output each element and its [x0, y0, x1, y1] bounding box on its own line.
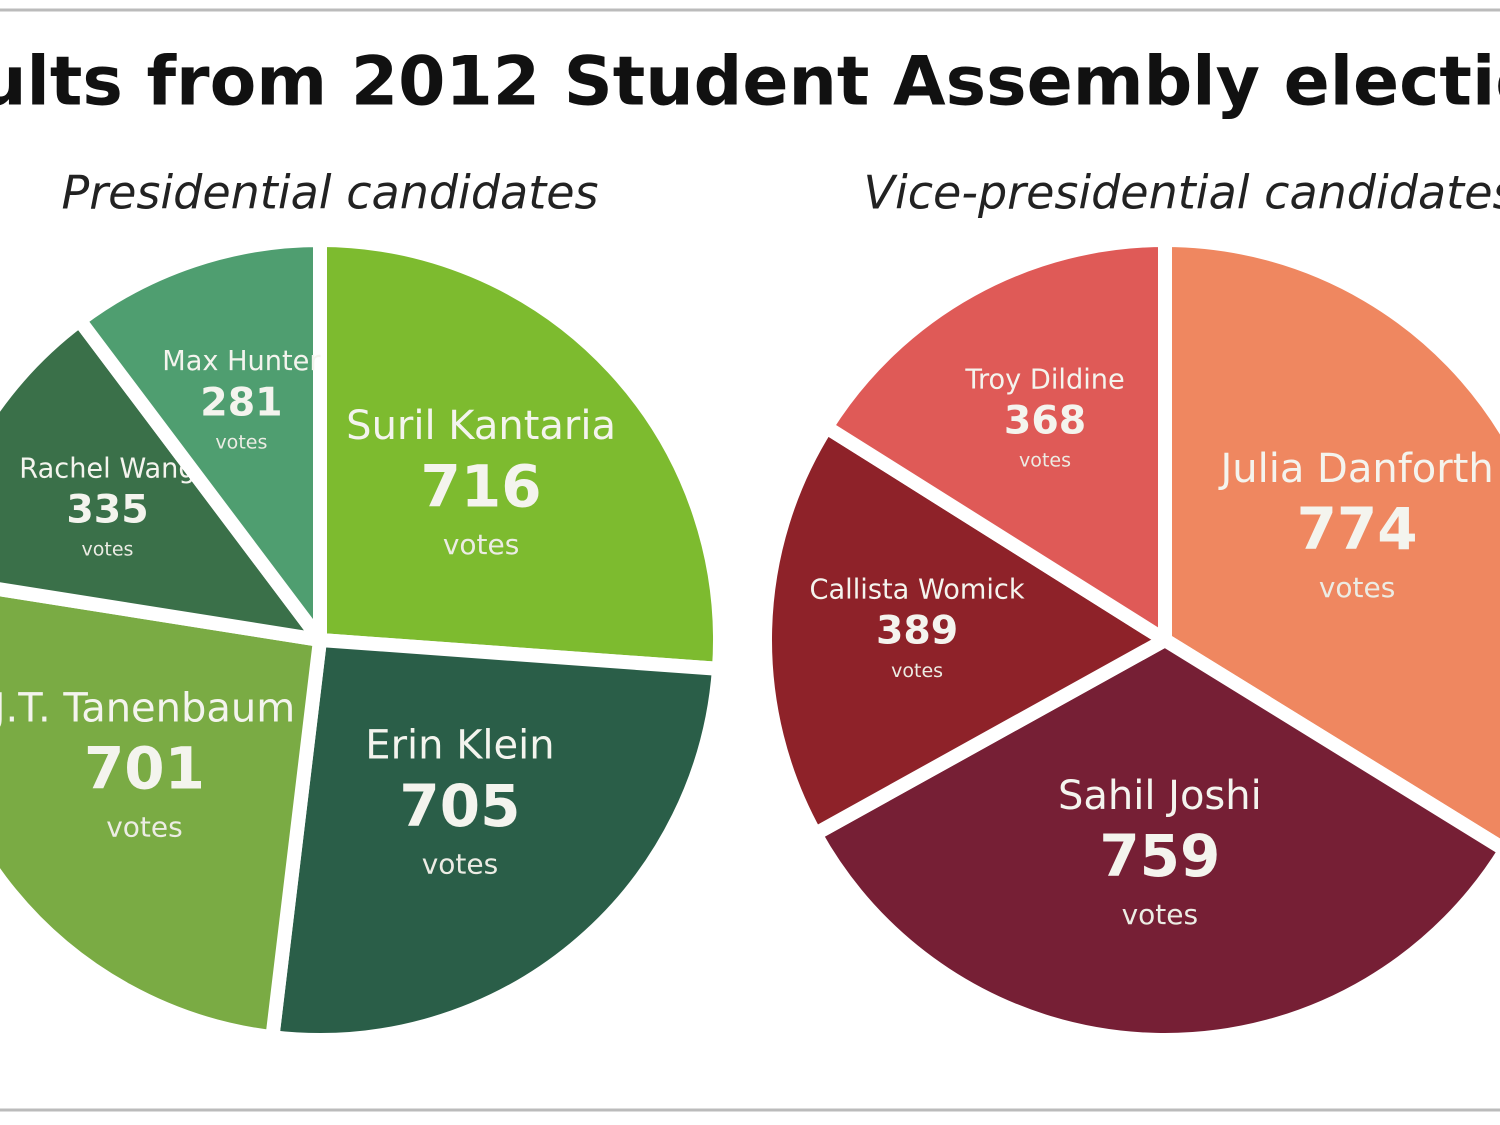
slice-unit: votes — [1319, 571, 1396, 604]
slice-value: 759 — [1099, 822, 1220, 890]
slice-label: Julia Danforth — [1217, 446, 1493, 492]
slice-value: 716 — [421, 452, 542, 520]
slice-label: Max Hunter — [162, 346, 321, 377]
slice-label: Suril Kantaria — [346, 403, 616, 449]
pie-slice — [313, 233, 727, 676]
chart-title: Results from 2012 Student Assembly elect… — [0, 43, 1500, 122]
slice-value: 774 — [1297, 495, 1418, 563]
slice-value: 705 — [399, 772, 520, 840]
slice-label: Callista Womick — [810, 575, 1025, 606]
pie-slice — [0, 582, 327, 1045]
slice-label: Troy Dildine — [964, 364, 1124, 395]
slice-value: 389 — [876, 608, 958, 654]
slice-label: Rachel Wang — [19, 453, 195, 484]
pie-slice — [72, 233, 327, 647]
slice-unit: votes — [215, 431, 267, 453]
slice-unit: votes — [443, 528, 520, 561]
slice-unit: votes — [106, 811, 183, 844]
pie-slice — [265, 633, 726, 1047]
slice-value: 281 — [200, 379, 282, 425]
slice-label: Sahil Joshi — [1058, 773, 1262, 819]
pie-slice — [1158, 233, 1500, 855]
slice-label: Erin Klein — [365, 723, 554, 769]
pie-title: Vice-presidential candidates — [864, 166, 1500, 220]
pie-slice — [0, 313, 327, 647]
slice-unit: votes — [1122, 898, 1199, 931]
slice-unit: votes — [891, 660, 943, 682]
pie-title: Presidential candidates — [61, 166, 598, 220]
slice-unit: votes — [81, 539, 133, 561]
slice-value: 335 — [66, 487, 148, 533]
pie-slice — [758, 420, 1172, 841]
pie-slice — [819, 233, 1172, 647]
slice-unit: votes — [422, 848, 499, 881]
slice-unit: votes — [1019, 450, 1071, 472]
slice-value: 701 — [84, 735, 205, 803]
slice-label: J.T. Tanenbaum — [0, 686, 295, 732]
slice-value: 368 — [1004, 397, 1086, 443]
